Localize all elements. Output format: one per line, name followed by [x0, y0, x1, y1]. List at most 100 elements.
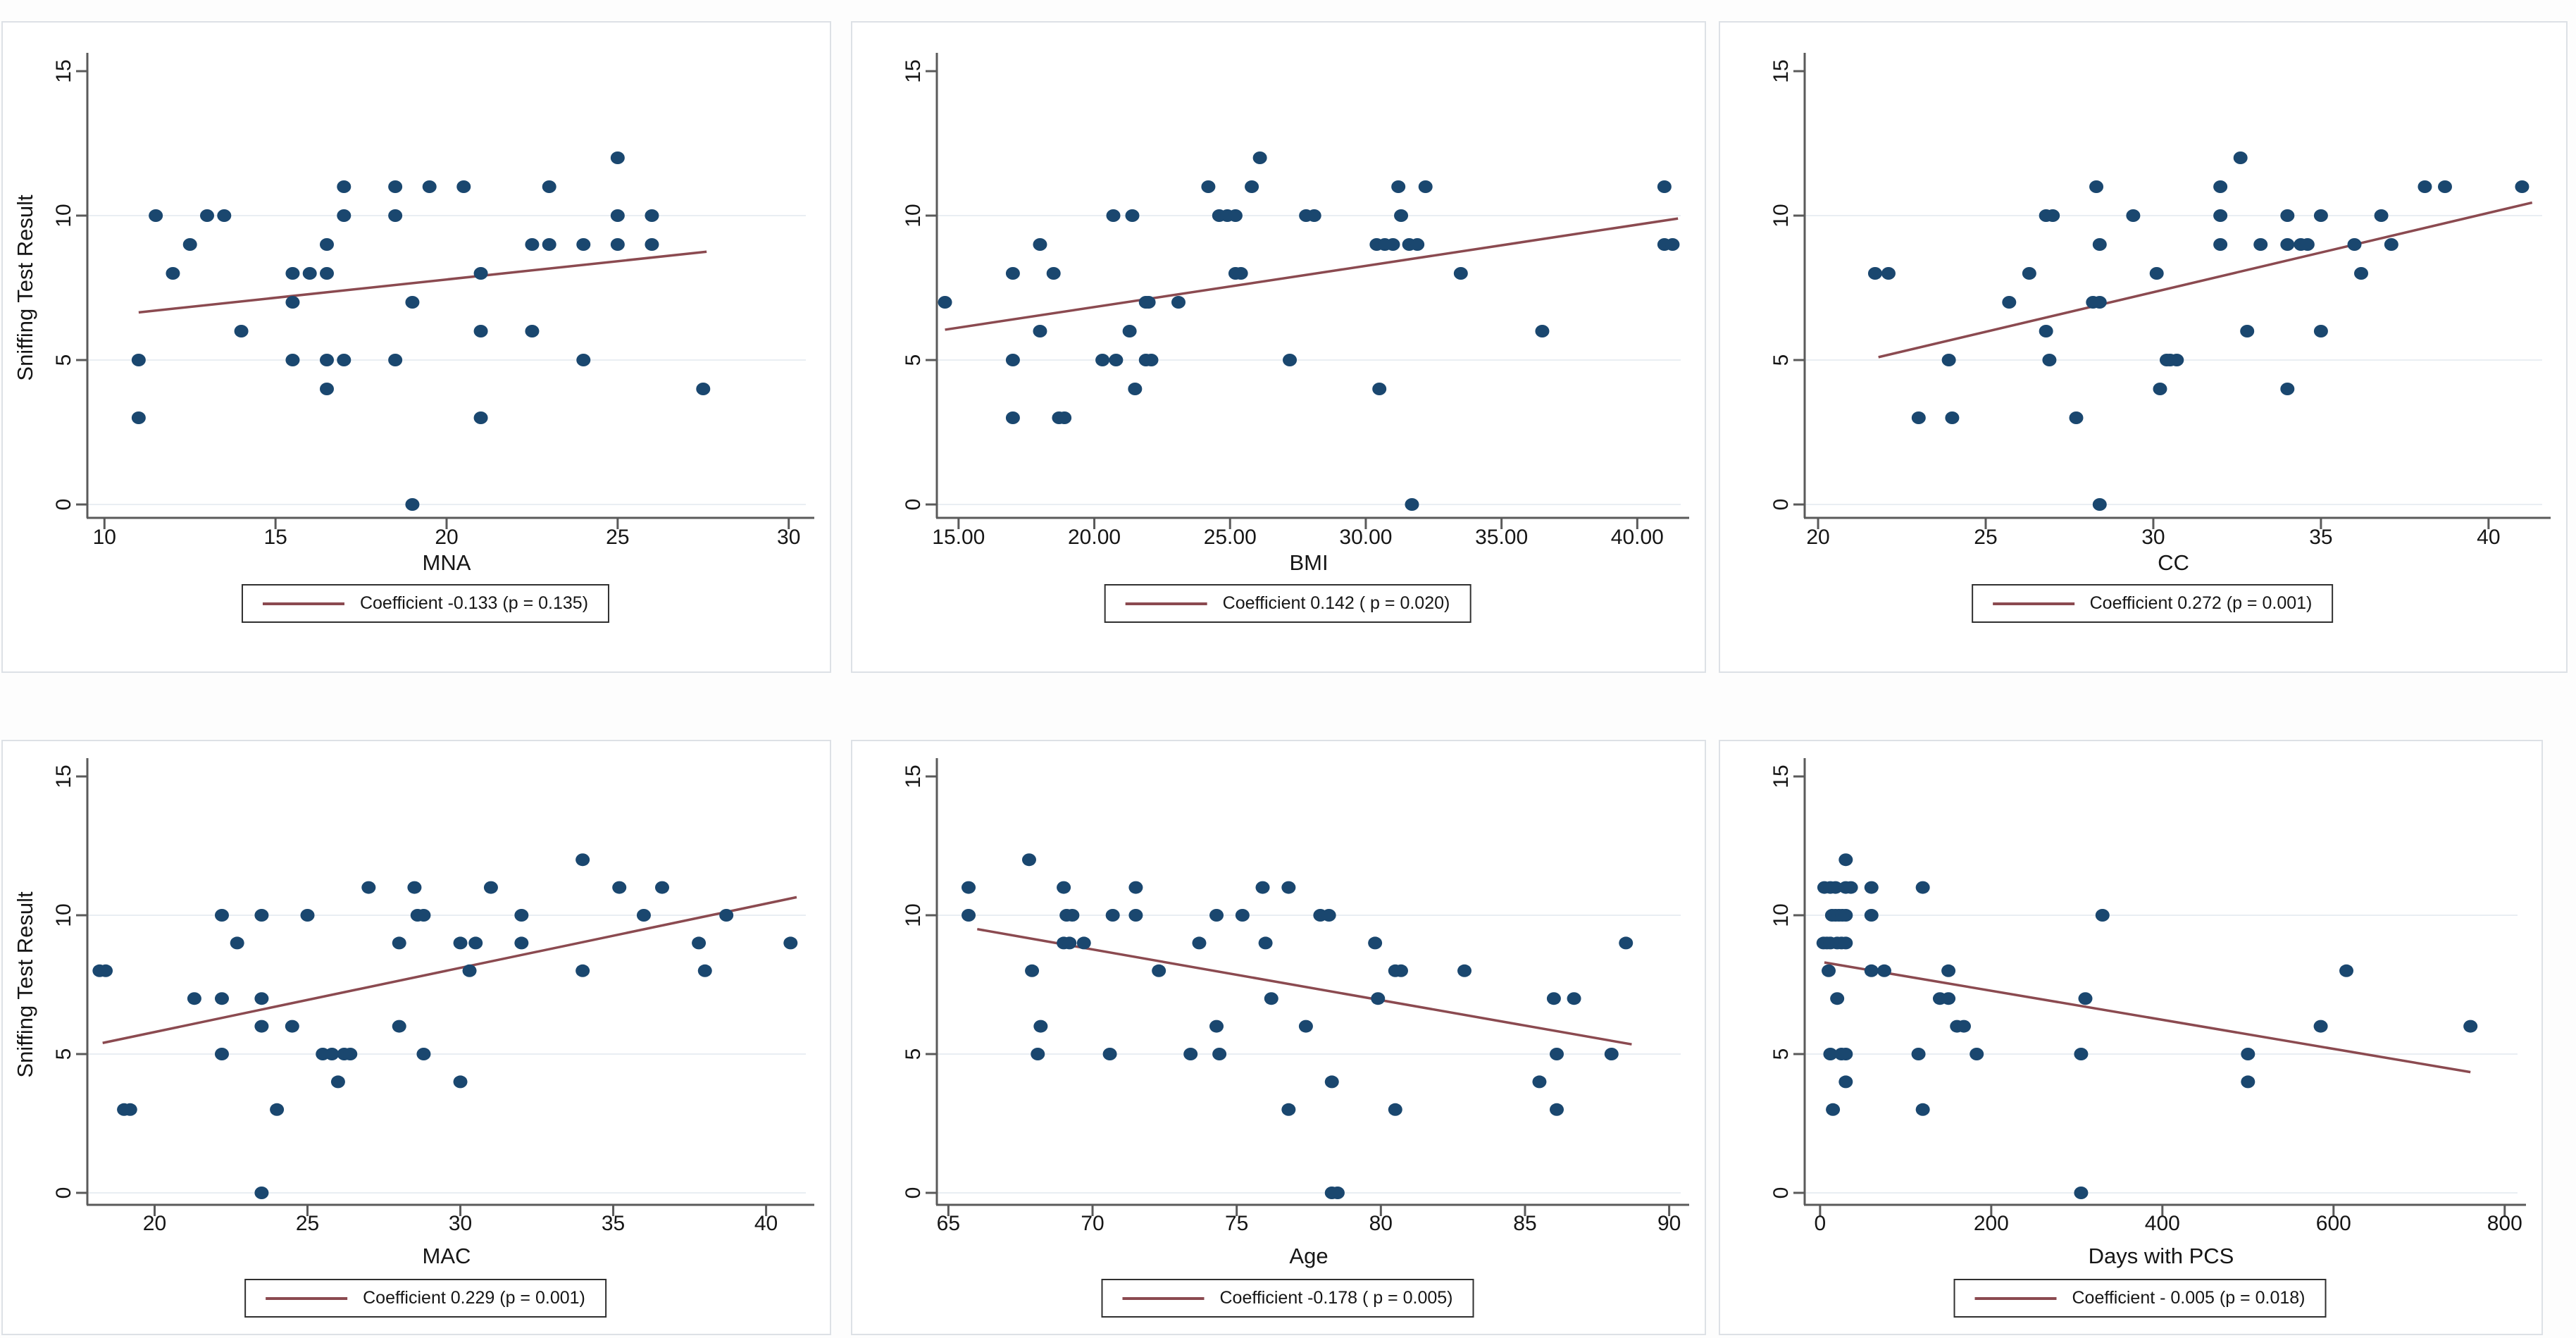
data-point	[1033, 238, 1047, 251]
mna-legend: Coefficient -0.133 (p = 0.135)	[241, 584, 610, 623]
axes	[1793, 758, 2526, 1216]
data-point	[1264, 992, 1278, 1005]
data-point	[1324, 1075, 1339, 1089]
data-point	[99, 964, 113, 977]
data-point	[2213, 180, 2228, 193]
data-point	[1330, 1187, 1345, 1199]
data-point	[1255, 881, 1270, 894]
data-point	[1209, 1020, 1224, 1033]
data-point	[320, 354, 334, 366]
data-point	[2126, 209, 2141, 222]
panel-mac: 0 5 10 15 20 25 30 35 40 MAC Sniffing Test Result C…	[1, 740, 831, 1335]
data-point	[1062, 936, 1077, 950]
data-point	[330, 1075, 345, 1089]
data-point	[1105, 909, 1120, 922]
x-tick-label: 25.00	[1204, 526, 1257, 549]
data-point	[2339, 964, 2354, 977]
x-tick-label: 80	[1369, 1212, 1393, 1235]
data-point	[405, 498, 420, 511]
y-tick-label: 15	[902, 764, 925, 788]
data-point	[320, 238, 334, 251]
legend-line-sample	[1122, 1296, 1205, 1300]
x-tick-label: 30	[449, 1212, 472, 1235]
panel-bmi: 0 5 10 15 15.00 20.00 25.00 30.00 35.00 40.00 BMI C…	[851, 21, 1706, 673]
data-point	[361, 881, 376, 894]
data-point	[254, 992, 269, 1005]
data-point	[1391, 180, 1406, 193]
data-point	[1867, 267, 1882, 280]
x-tick-label: 25	[606, 526, 629, 549]
data-point	[473, 411, 488, 424]
x-tick-label: 20.00	[1068, 526, 1121, 549]
data-point	[254, 909, 269, 922]
data-point	[234, 325, 249, 337]
age-chart: 0 5 10 15 65 70 75 80 85 90 Age	[902, 758, 1689, 1268]
mna-chart: 0 5 10 15 10 15 20 25 30 MNA Sniffing Test Result	[13, 53, 814, 575]
y-tick-label: 5	[52, 354, 75, 366]
data-point	[1201, 180, 1216, 193]
scatter-points	[1867, 151, 2530, 511]
data-point	[149, 209, 163, 222]
data-point	[962, 881, 976, 894]
data-point	[1567, 992, 1581, 1005]
data-point	[337, 354, 351, 366]
data-point	[2241, 1048, 2255, 1060]
data-point	[1838, 1048, 1853, 1060]
x-tick-label: 20	[435, 526, 458, 549]
axes	[926, 53, 1689, 529]
data-point	[214, 1048, 229, 1060]
data-point	[1212, 1048, 1227, 1060]
age-legend: Coefficient -0.178 ( p = 0.005)	[1101, 1279, 1474, 1318]
data-point	[1095, 354, 1110, 366]
data-point	[1535, 325, 1550, 337]
data-point	[1838, 909, 1853, 922]
data-point	[1228, 209, 1243, 222]
data-point	[1915, 881, 1930, 894]
data-point	[214, 992, 229, 1005]
data-point	[1881, 267, 1896, 280]
days-with-pcs-legend: Coefficient - 0.005 (p = 0.018)	[1953, 1279, 2327, 1318]
y-axis-title: Sniffing Test Result	[13, 194, 37, 381]
data-point	[1005, 267, 1020, 280]
y-tick-label: 0	[902, 499, 925, 511]
data-point	[1183, 1048, 1198, 1060]
data-point	[2002, 296, 2017, 309]
legend-label: Coefficient -0.133 (p = 0.135)	[359, 593, 589, 613]
data-point	[2046, 209, 2060, 222]
data-point	[636, 909, 651, 922]
data-point	[2515, 180, 2530, 193]
data-point	[1102, 1048, 1117, 1060]
data-point	[2039, 325, 2053, 337]
data-point	[514, 936, 529, 950]
gridlines	[937, 915, 1681, 1194]
data-point	[1005, 411, 1020, 424]
data-point	[392, 1020, 406, 1033]
y-tick-label: 10	[902, 903, 925, 927]
y-tick-label: 10	[902, 204, 925, 227]
data-point	[388, 354, 403, 366]
data-point	[2384, 238, 2398, 251]
mac-chart: 0 5 10 15 20 25 30 35 40 MAC Sniffing Test Result	[13, 758, 814, 1268]
data-point	[1057, 881, 1071, 894]
x-tick-label: 35.00	[1475, 526, 1528, 549]
y-tick-label: 0	[1769, 499, 1793, 511]
trend-line	[1824, 961, 2471, 1074]
scatter-points	[938, 151, 1680, 511]
data-point	[1372, 383, 1387, 395]
y-tick-label: 10	[1769, 903, 1793, 927]
data-point	[166, 267, 180, 280]
data-point	[1386, 238, 1400, 251]
data-point	[1393, 964, 1408, 977]
data-point	[1945, 411, 1960, 424]
data-point	[1619, 936, 1634, 950]
legend-line-sample	[1992, 602, 2074, 605]
data-point	[2153, 383, 2167, 395]
y-tick-label: 0	[902, 1187, 925, 1199]
legend-line-sample	[1974, 1296, 2057, 1300]
data-point	[1418, 180, 1433, 193]
data-point	[1057, 411, 1072, 424]
mac-legend: Coefficient 0.229 (p = 0.001)	[244, 1279, 606, 1318]
panel-cc: 0 5 10 15 20 25 30 35 40 CC Coefficient 0.272 (p =…	[1719, 21, 2568, 673]
trend-line	[102, 896, 797, 1044]
data-point	[1005, 354, 1020, 366]
